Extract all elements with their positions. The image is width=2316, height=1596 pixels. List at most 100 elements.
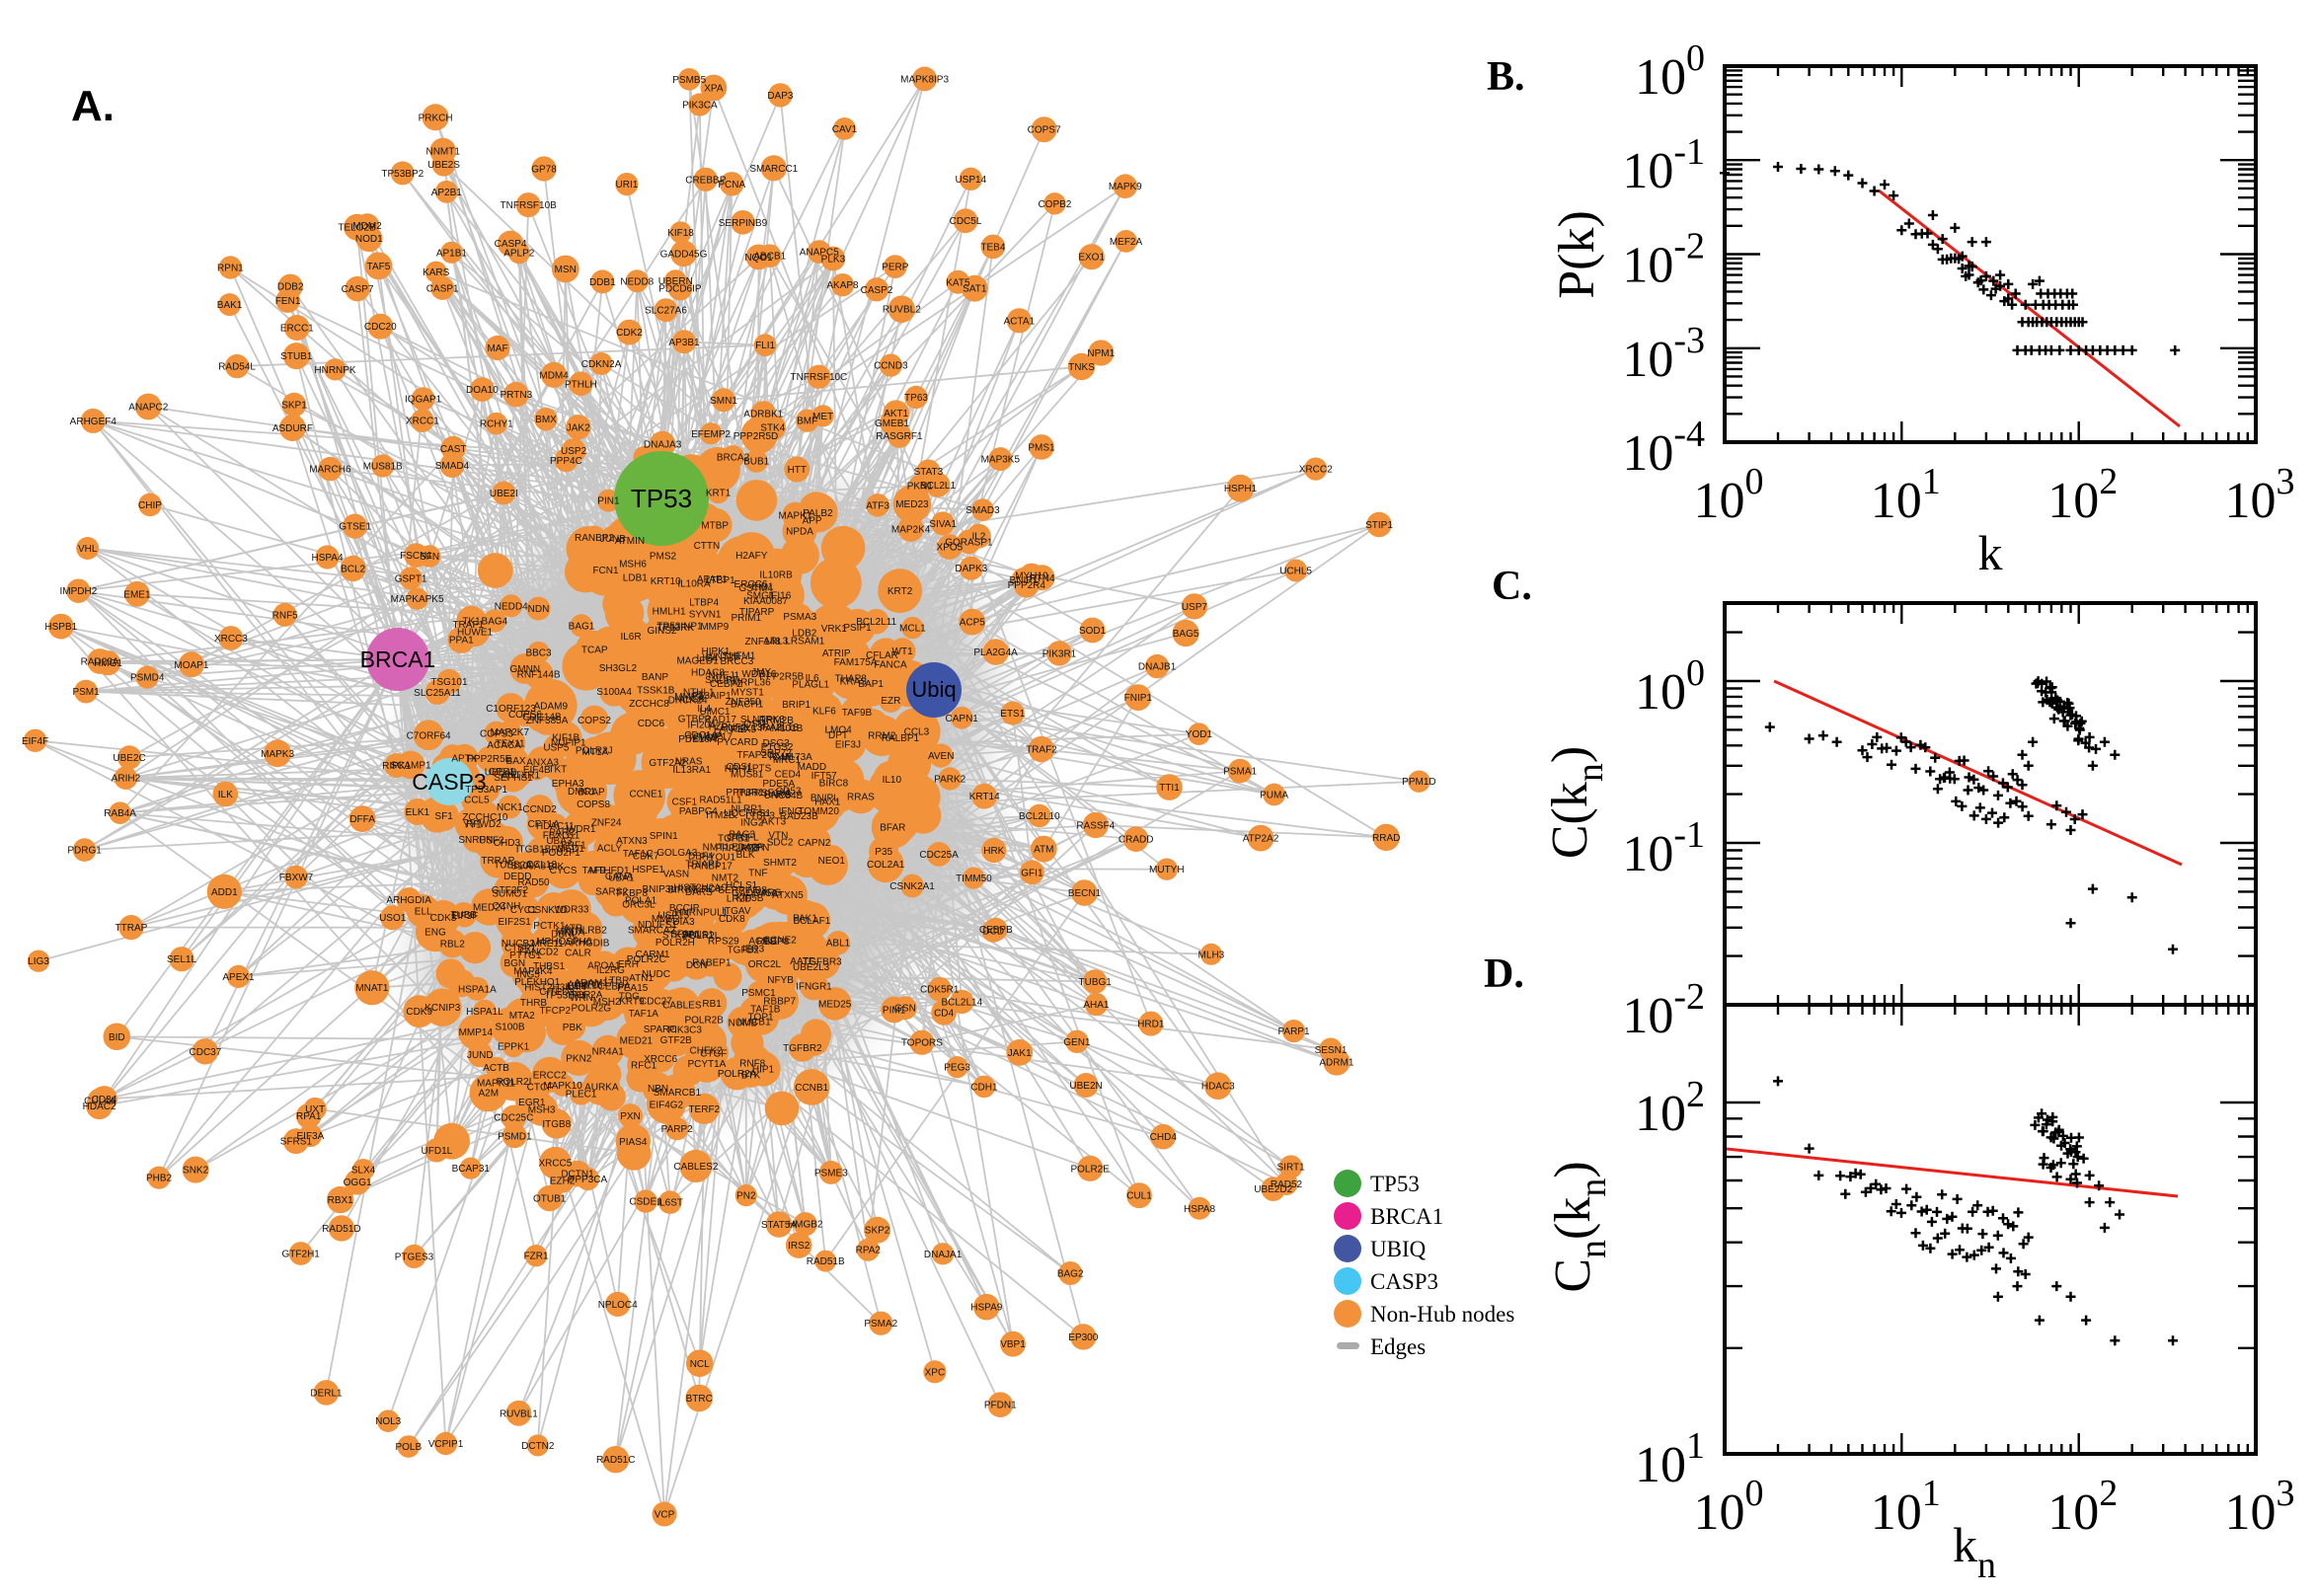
svg-text:CD53: CD53 [776,787,802,798]
svg-text:FSCN1: FSCN1 [400,551,432,562]
svg-text:CDC37: CDC37 [190,1047,222,1058]
svg-text:APP: APP [803,515,822,526]
svg-text:BAG1: BAG1 [569,621,595,632]
svg-text:NQO1: NQO1 [744,253,773,264]
svg-text:MPHOSPH6: MPHOSPH6 [536,937,592,948]
svg-text:IFNGR1: IFNGR1 [796,981,832,992]
svg-text:POLR2A: POLR2A [718,1069,757,1080]
svg-text:KARS: KARS [423,267,450,278]
svg-text:HDAC3: HDAC3 [1201,1082,1235,1093]
svg-text:PIK3CA: PIK3CA [682,101,718,112]
svg-text:ERCC2: ERCC2 [533,1070,567,1081]
svg-text:PRIM1: PRIM1 [732,613,762,624]
svg-text:CTBP1: CTBP1 [504,944,537,954]
svg-text:HRK: HRK [983,846,1004,857]
svg-text:CPT1A: CPT1A [528,819,561,830]
svg-text:EIF4G2: EIF4G2 [650,1100,684,1110]
svg-text:CEBPZ: CEBPZ [710,679,742,690]
svg-text:SMN1: SMN1 [710,396,737,407]
svg-text:CTGF: CTGF [700,1048,727,1059]
svg-text:BCCIP: BCCIP [669,903,700,914]
svg-text:MT1A: MT1A [581,747,608,758]
svg-text:ADAM9: ADAM9 [534,701,569,712]
svg-text:DFFA: DFFA [349,814,375,825]
svg-text:PARC: PARC [549,827,576,838]
svg-text:PMS1: PMS1 [1028,442,1055,453]
svg-text:XRCC2: XRCC2 [1299,465,1333,476]
svg-text:RRM2: RRM2 [868,731,896,742]
svg-text:PPP2R2B: PPP2R2B [715,843,759,854]
svg-text:SCAMP1: SCAMP1 [390,760,431,771]
svg-text:KLF6: KLF6 [812,707,836,718]
svg-text:AKT3: AKT3 [761,817,786,828]
svg-text:STK4: STK4 [760,423,785,434]
svg-text:VASN: VASN [663,869,690,879]
svg-text:PDE10A: PDE10A [678,734,717,745]
svg-text:HMGB2: HMGB2 [788,1220,823,1231]
svg-text:ANXA3: ANXA3 [526,757,559,768]
svg-text:LTBP3: LTBP3 [745,811,775,822]
svg-text:DAPK3: DAPK3 [955,564,987,574]
svg-text:ZNF148: ZNF148 [745,637,782,647]
svg-text:RASSF4: RASSF4 [1076,821,1115,832]
svg-text:D.: D. [1484,951,1524,997]
svg-text:RBL2: RBL2 [440,940,465,950]
svg-text:HSPA1A: HSPA1A [458,984,497,995]
svg-text:HSPA8: HSPA8 [1184,1204,1215,1215]
svg-text:SMAD3: SMAD3 [965,505,1000,516]
svg-text:TOMM20: TOMM20 [798,806,839,817]
svg-text:NUFIP1: NUFIP1 [551,738,586,749]
svg-text:TGFBR3: TGFBR3 [803,957,842,968]
svg-text:103: 103 [2225,1473,2295,1541]
svg-text:RALBP1: RALBP1 [882,733,920,744]
svg-text:TCAP: TCAP [581,645,608,655]
svg-text:FNIP1: FNIP1 [1124,693,1153,704]
svg-text:TRRAP: TRRAP [481,856,514,867]
svg-text:MAP2K7: MAP2K7 [491,727,530,738]
svg-text:10-2: 10-2 [1622,976,1705,1044]
svg-text:SNRPN: SNRPN [458,835,493,846]
svg-text:CSNK1D: CSNK1D [527,905,568,916]
svg-text:TUBG1: TUBG1 [1079,977,1113,988]
svg-text:DNAJA1: DNAJA1 [924,1250,963,1260]
svg-text:TFCP2: TFCP2 [539,1006,571,1017]
svg-text:MDM4: MDM4 [539,370,569,381]
svg-text:URI1: URI1 [616,180,639,190]
svg-text:JAK1: JAK1 [1008,1048,1032,1059]
svg-text:USP7: USP7 [1182,602,1208,613]
svg-text:MTA2: MTA2 [509,1011,535,1022]
svg-text:DCTN2: DCTN2 [521,1441,555,1452]
svg-text:TNFRSF10A: TNFRSF10A [734,789,792,799]
svg-text:CTCFL: CTCFL [727,832,759,843]
svg-text:HIST2H2AC: HIST2H2AC [673,883,728,894]
svg-text:EIF3F: EIF3F [451,911,478,922]
svg-text:SLX4: SLX4 [351,1166,376,1177]
svg-text:PLAGL1: PLAGL1 [792,680,829,691]
svg-text:JMY: JMY [751,667,771,678]
svg-text:BAK1: BAK1 [217,300,243,311]
svg-text:IL4R: IL4R [565,982,585,993]
svg-text:RCHY1: RCHY1 [480,419,513,430]
svg-text:TKT: TKT [548,765,567,776]
svg-text:P35: P35 [875,847,892,858]
svg-text:PIK3C3: PIK3C3 [667,1025,702,1035]
svg-text:PN2: PN2 [736,1191,756,1202]
svg-text:BRF1: BRF1 [561,841,586,852]
svg-text:ORC3L: ORC3L [622,899,656,910]
svg-text:AKT1: AKT1 [884,409,908,419]
svg-text:ZCCHC10: ZCCHC10 [462,812,508,823]
svg-text:STAT5A: STAT5A [761,1220,798,1231]
svg-text:UBA1: UBA1 [608,873,635,883]
svg-text:POLB: POLB [395,1442,422,1453]
svg-text:EZH2: EZH2 [550,1177,576,1187]
svg-text:PARG: PARG [764,790,792,800]
svg-text:TELO2B: TELO2B [338,223,376,234]
svg-text:GSN: GSN [894,1004,916,1015]
svg-text:OGG1: OGG1 [344,1178,372,1188]
svg-text:EIF4B: EIF4B [523,765,551,776]
svg-text:HDAC11: HDAC11 [536,821,575,832]
svg-text:APOA1: APOA1 [587,960,621,971]
svg-text:Edges: Edges [1370,1334,1426,1359]
svg-text:LRSAM1: LRSAM1 [785,637,824,647]
svg-text:COPB2: COPB2 [1038,199,1071,210]
